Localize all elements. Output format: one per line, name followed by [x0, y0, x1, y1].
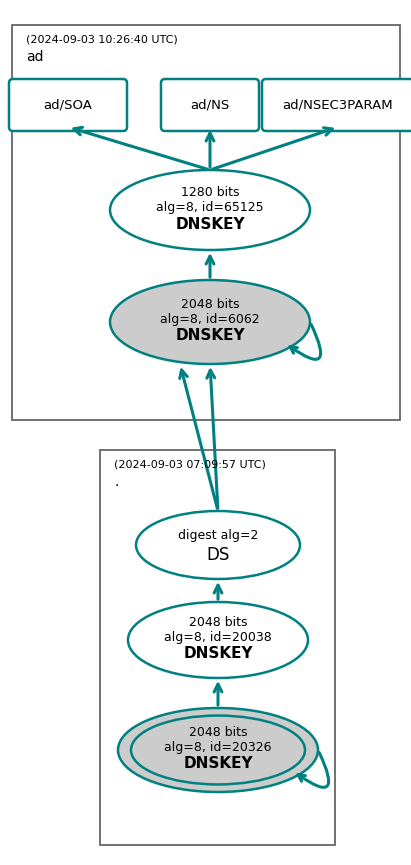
Text: DNSKEY: DNSKEY: [175, 216, 245, 232]
Text: 1280 bits: 1280 bits: [181, 185, 239, 198]
Text: DNSKEY: DNSKEY: [175, 329, 245, 343]
Ellipse shape: [110, 280, 310, 364]
Ellipse shape: [110, 170, 310, 250]
Ellipse shape: [128, 602, 308, 678]
Text: DS: DS: [206, 546, 230, 564]
Text: alg=8, id=20038: alg=8, id=20038: [164, 631, 272, 644]
FancyBboxPatch shape: [100, 450, 335, 845]
Text: .: .: [114, 475, 118, 489]
Text: ad/SOA: ad/SOA: [44, 99, 92, 112]
FancyBboxPatch shape: [9, 79, 127, 131]
Text: ad/NS: ad/NS: [190, 99, 230, 112]
Text: 2048 bits: 2048 bits: [181, 298, 239, 311]
Text: (2024-09-03 07:09:57 UTC): (2024-09-03 07:09:57 UTC): [114, 459, 266, 469]
FancyBboxPatch shape: [161, 79, 259, 131]
Text: alg=8, id=6062: alg=8, id=6062: [160, 312, 260, 325]
Text: DNSKEY: DNSKEY: [183, 646, 253, 662]
FancyBboxPatch shape: [12, 25, 400, 420]
Ellipse shape: [136, 511, 300, 579]
FancyArrowPatch shape: [298, 753, 329, 787]
Text: (2024-09-03 10:26:40 UTC): (2024-09-03 10:26:40 UTC): [26, 34, 178, 44]
Text: ad: ad: [26, 50, 44, 64]
Text: ad/NSEC3PARAM: ad/NSEC3PARAM: [283, 99, 393, 112]
Text: DNSKEY: DNSKEY: [183, 757, 253, 772]
Text: 2048 bits: 2048 bits: [189, 726, 247, 739]
FancyArrowPatch shape: [290, 324, 321, 359]
Text: digest alg=2: digest alg=2: [178, 529, 258, 541]
Ellipse shape: [118, 708, 318, 792]
Text: 2048 bits: 2048 bits: [189, 616, 247, 629]
FancyBboxPatch shape: [262, 79, 411, 131]
Text: alg=8, id=65125: alg=8, id=65125: [156, 201, 264, 214]
Text: alg=8, id=20326: alg=8, id=20326: [164, 740, 272, 753]
